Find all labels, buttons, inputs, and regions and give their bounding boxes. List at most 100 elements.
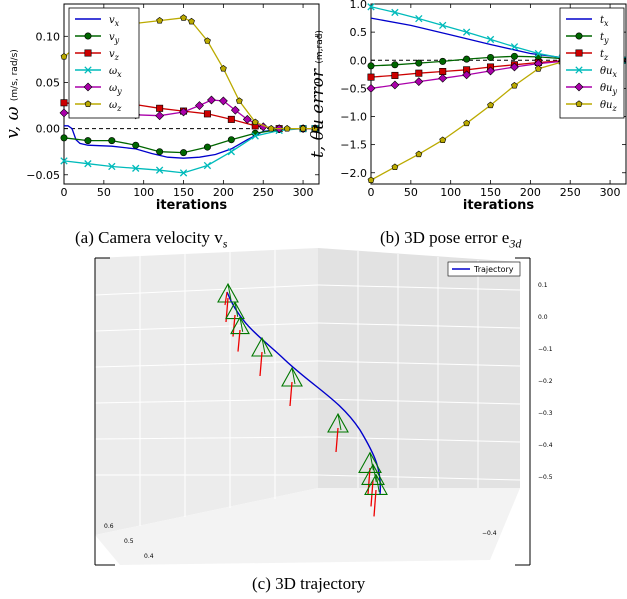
legend-label-base: θu <box>600 66 612 77</box>
data-point <box>203 110 211 118</box>
data-point <box>367 62 375 70</box>
data-point <box>283 125 291 132</box>
camera-axis-z <box>367 467 371 495</box>
legend-label-0: vx <box>109 15 120 28</box>
data-point <box>511 82 518 89</box>
data-point <box>230 105 240 115</box>
y-tick-label: 0.05 <box>36 76 61 89</box>
data-point <box>414 77 424 87</box>
data-point <box>463 119 471 127</box>
data-point <box>391 163 399 170</box>
legend-label-2: vz <box>109 49 120 62</box>
legend-label-base: v <box>109 15 115 26</box>
series-line-1 <box>63 127 315 154</box>
data-point <box>155 111 165 121</box>
data-point <box>156 17 164 24</box>
data-point <box>203 161 212 170</box>
data-point <box>180 149 188 157</box>
data-point <box>219 65 227 72</box>
x-axis-label: iterations <box>156 198 228 213</box>
grid-line <box>94 436 319 440</box>
y-tick-label: −1.5 <box>340 139 367 152</box>
data-point <box>60 134 68 142</box>
legend-label-5: ωz <box>109 100 122 113</box>
z-tick-label: −0.1 <box>538 346 553 353</box>
frustum-edge <box>369 452 374 471</box>
velocity-chart: 0 50 100 150 200 250 300 −0.05 0.00 0.05 0.10 itera… <box>3 3 320 213</box>
data-point <box>487 53 495 61</box>
y-axis-label-main: v, ω <box>3 101 23 139</box>
camera-axis-z <box>232 314 236 337</box>
data-point <box>415 59 423 67</box>
grid-line <box>94 360 319 368</box>
x-tick-label: 50 <box>404 186 418 199</box>
camera-frustum-3 <box>251 336 273 377</box>
legend-label-base: t <box>600 49 605 60</box>
grid-line <box>317 474 521 481</box>
pane-floor <box>95 488 520 565</box>
legend-marker-4 <box>83 82 93 92</box>
y-axis-label-group: t, θu error (m,rad) <box>308 30 328 158</box>
legend-label-sub: x <box>115 19 120 28</box>
legend-box <box>68 7 140 119</box>
y-axis-label-main: t, θu error <box>308 64 328 158</box>
caption-b: (b) 3D pose error e3d <box>380 228 521 251</box>
data-point <box>439 57 447 65</box>
data-point <box>487 101 494 109</box>
legend-label-sub: z <box>114 53 120 62</box>
legend-marker-2 <box>575 49 583 57</box>
data-point <box>510 43 519 51</box>
legend-label-base: t <box>600 15 605 26</box>
data-point <box>188 17 195 25</box>
camera-frustum-7 <box>361 463 385 507</box>
legend-label-sub: x <box>117 70 122 79</box>
x-tick-label: 100 <box>440 186 461 199</box>
data-point <box>132 141 140 149</box>
y-tick-label: −2.0 <box>340 167 367 180</box>
data-point <box>60 157 68 165</box>
z-tick-label: −0.2 <box>538 378 553 385</box>
x-tick-label-3d: 0.6 <box>104 523 114 530</box>
legend-label-4: θuy <box>600 83 617 96</box>
camera-frustum-8 <box>364 473 388 517</box>
data-point <box>227 115 235 123</box>
camera-frustum-6 <box>358 451 382 495</box>
legend-label-4: ωy <box>109 83 122 96</box>
caption-c: (c) 3D trajectory <box>252 574 365 594</box>
data-point <box>155 166 164 174</box>
legend-label-base: t <box>600 32 605 43</box>
data-point <box>235 97 243 104</box>
trajectory-3d-chart: 0.1 0.0 −0.1 −0.2 −0.3 −0.4 −0.5 0.6 0.5 0.4 −0.4 T… <box>94 248 553 566</box>
x-tick-label: 0 <box>368 186 375 199</box>
x-tick-label: 150 <box>173 186 194 199</box>
z-tick-label: 0.1 <box>538 282 548 289</box>
data-point <box>251 132 259 140</box>
legend-label-1: vy <box>109 32 120 45</box>
legend-marker-1 <box>84 32 92 40</box>
pane-right <box>318 248 520 488</box>
legend-marker-3 <box>84 66 92 74</box>
legend-3d: Trajectory <box>447 261 521 277</box>
y-tick-label: 0.0 <box>350 54 368 67</box>
camera-frustum-1 <box>225 301 245 337</box>
legend-label-base: ω <box>109 83 117 94</box>
y-tick-label: −0.05 <box>26 169 60 182</box>
caption-c-text: (c) 3D trajectory <box>252 574 366 593</box>
data-point <box>534 65 542 72</box>
legend-label-sub: y <box>603 36 609 45</box>
y-axis-label-units: (m/s, rad/s) <box>10 49 20 101</box>
legend-label-base: v <box>109 49 115 60</box>
data-point <box>439 136 447 143</box>
x-tick-label: 250 <box>253 186 274 199</box>
data-point <box>534 49 543 58</box>
x-tick-label: 200 <box>520 186 541 199</box>
x-tick-label: 150 <box>480 186 501 199</box>
data-point <box>415 14 423 23</box>
caption-a-text: (a) Camera velocity v <box>75 228 223 247</box>
legend-label-sub: y <box>114 36 120 45</box>
legend-label-base: θu <box>600 83 612 94</box>
data-point <box>366 83 376 93</box>
z-tick-label: −0.3 <box>538 410 553 417</box>
